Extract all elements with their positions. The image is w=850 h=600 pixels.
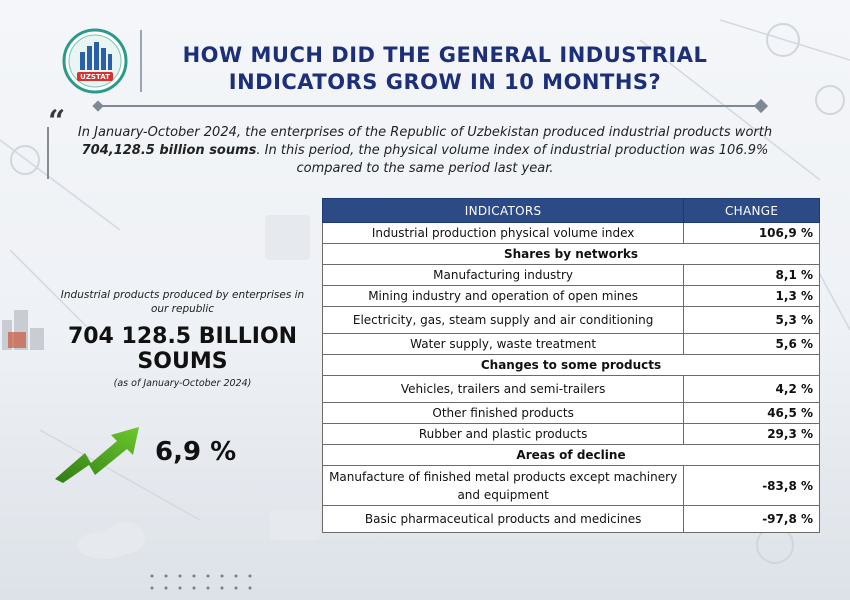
- row-label: Vehicles, trailers and semi-trailers: [321, 375, 685, 403]
- table-header-row: INDICATORS CHANGE: [321, 198, 820, 223]
- logo-text: UZSTAT: [80, 73, 110, 81]
- row-label: Water supply, waste treatment: [321, 333, 685, 355]
- table-row: Vehicles, trailers and semi-trailers 4,2…: [321, 375, 820, 403]
- row-label: Industrial production physical volume in…: [321, 222, 685, 244]
- table-row: Manufacture of finished metal products e…: [321, 465, 820, 506]
- intro-text-bold: 704,128.5 billion soums: [81, 143, 257, 158]
- row-label: Mining industry and operation of open mi…: [321, 285, 685, 307]
- table-row: Electricity, gas, steam supply and air c…: [321, 306, 820, 334]
- table-row: Rubber and plastic products 29,3 %: [321, 423, 820, 445]
- page-title: HOW MUCH DID THE GENERAL INDUSTRIAL INDI…: [182, 43, 708, 94]
- indicators-table: INDICATORS CHANGE Industrial production …: [321, 198, 820, 533]
- growth-arrow-icon: [55, 427, 139, 483]
- section-title: Shares by networks: [322, 243, 820, 265]
- section-title: Areas of decline: [322, 444, 820, 466]
- intro-text-1: In January-October 2024, the enterprises…: [77, 125, 773, 140]
- row-label: Other finished products: [321, 402, 685, 424]
- row-value: 4,2 %: [683, 375, 820, 403]
- summary-value: 704 128.5 BILLION SOUMS: [67, 324, 298, 374]
- row-value: -83,8 %: [683, 465, 820, 506]
- section-header-row: Areas of decline: [322, 444, 820, 466]
- table-row: Industrial production physical volume in…: [321, 222, 820, 244]
- section-title: Changes to some products: [322, 354, 820, 376]
- intro-text-2: . In this period, the physical volume in…: [256, 143, 769, 176]
- table-row: Basic pharmaceutical products and medici…: [321, 505, 820, 533]
- header-indicators: INDICATORS: [321, 198, 685, 223]
- section-header-row: Changes to some products: [322, 354, 820, 376]
- underline-dot-right: [753, 98, 769, 114]
- decorative-dots: [150, 574, 252, 590]
- row-label: Rubber and plastic products: [321, 423, 685, 445]
- intro-paragraph: In January-October 2024, the enterprises…: [62, 124, 788, 178]
- row-value: 46,5 %: [683, 402, 820, 424]
- row-label: Manufacture of finished metal products e…: [321, 465, 685, 506]
- title-underline: [92, 98, 769, 114]
- row-label: Manufacturing industry: [321, 264, 685, 286]
- row-value: 8,1 %: [683, 264, 820, 286]
- underline-dot-left: [92, 100, 104, 112]
- header-change: CHANGE: [683, 198, 820, 223]
- growth-value: 6,9 %: [155, 437, 237, 467]
- summary-caption: Industrial products produced by enterpri…: [60, 289, 305, 315]
- row-value: 106,9 %: [683, 222, 820, 244]
- table-row: Other finished products 46,5 %: [321, 402, 820, 424]
- table-row: Water supply, waste treatment 5,6 %: [321, 333, 820, 355]
- logo-divider: [140, 30, 142, 92]
- summary-period: (as of January-October 2024): [113, 378, 252, 389]
- row-label: Basic pharmaceutical products and medici…: [321, 505, 685, 533]
- row-value: -97,8 %: [683, 505, 820, 533]
- row-label: Electricity, gas, steam supply and air c…: [321, 306, 685, 334]
- row-value: 1,3 %: [683, 285, 820, 307]
- table-row: Mining industry and operation of open mi…: [321, 285, 820, 307]
- uzstat-logo: UZSTAT: [62, 28, 128, 94]
- section-header-row: Shares by networks: [322, 243, 820, 265]
- row-value: 29,3 %: [683, 423, 820, 445]
- table-row: Manufacturing industry 8,1 %: [321, 264, 820, 286]
- row-value: 5,6 %: [683, 333, 820, 355]
- quote-bar: [47, 127, 49, 179]
- row-value: 5,3 %: [683, 306, 820, 334]
- quote-icon: “: [48, 104, 66, 139]
